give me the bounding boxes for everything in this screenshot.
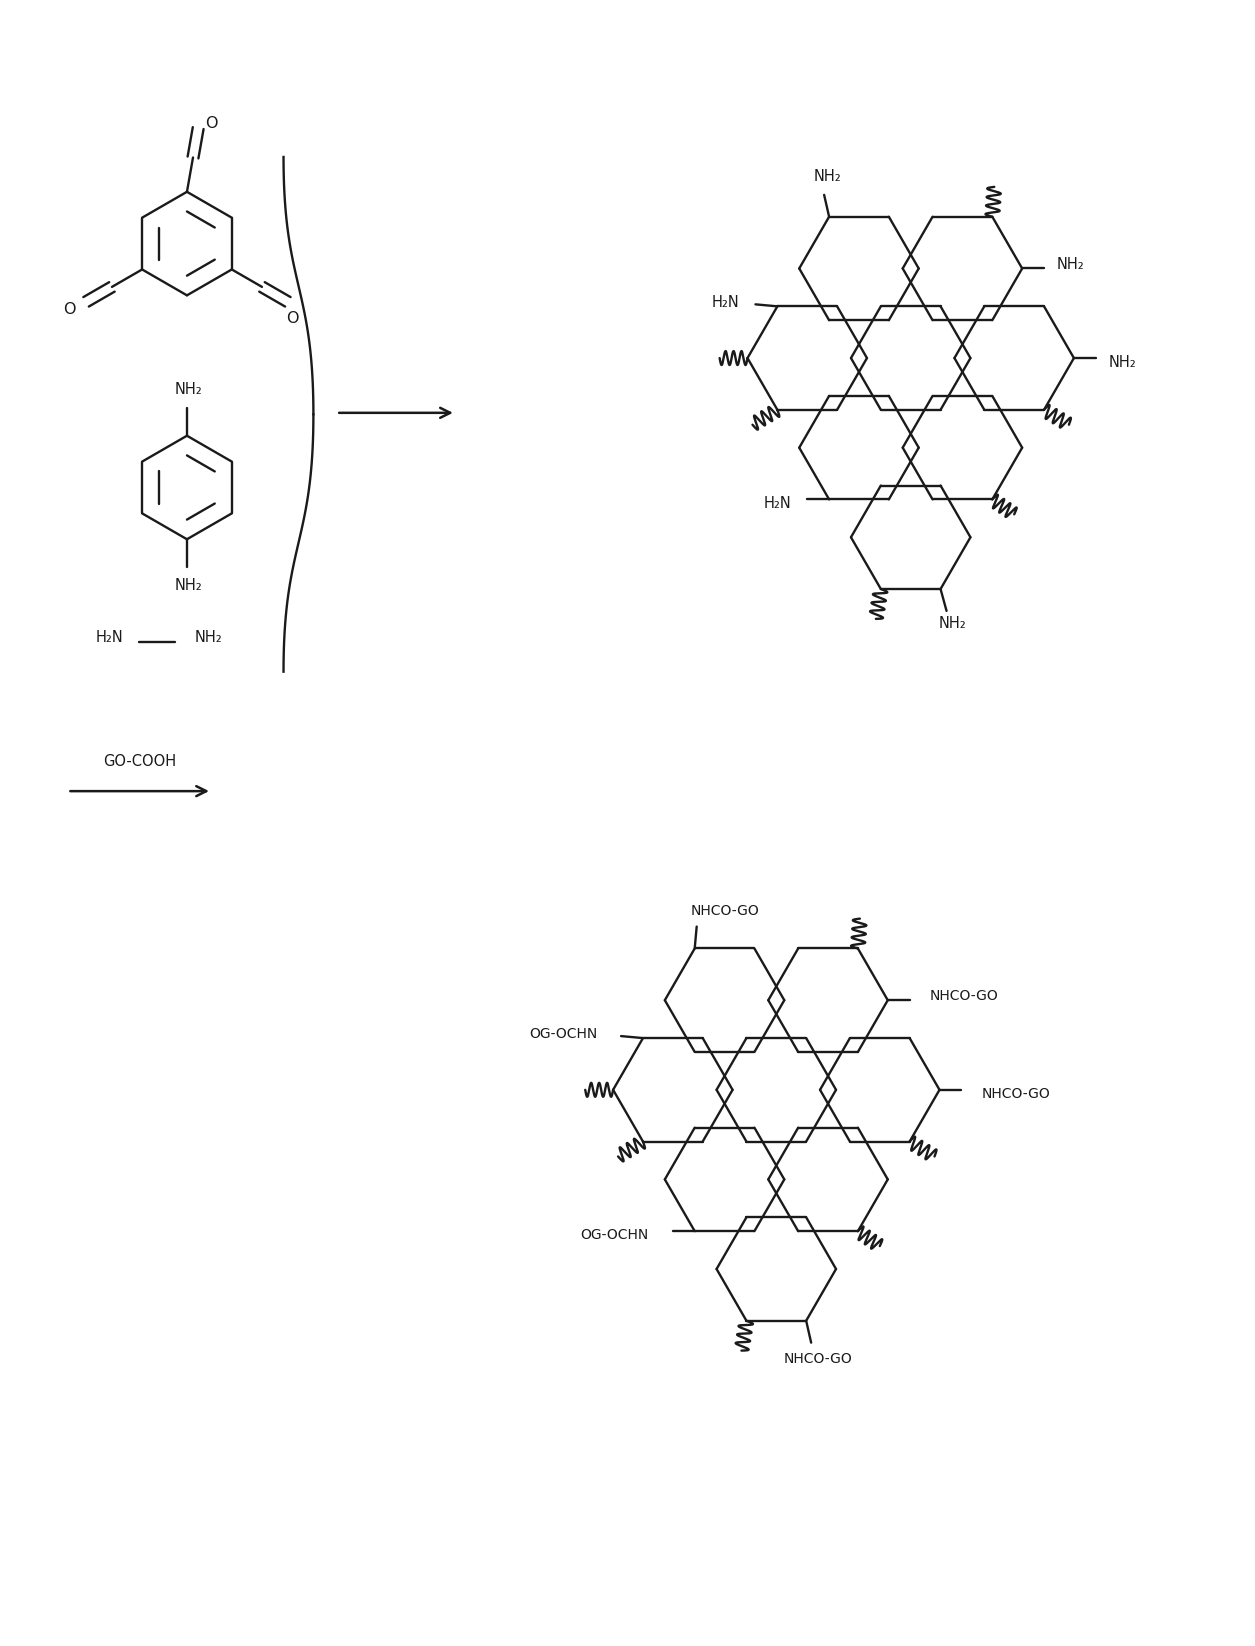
Text: H₂N: H₂N: [95, 630, 123, 645]
Text: NHCO-GO: NHCO-GO: [690, 904, 759, 918]
Text: NHCO-GO: NHCO-GO: [981, 1086, 1050, 1101]
Text: O: O: [205, 115, 217, 130]
Text: NHCO-GO: NHCO-GO: [783, 1351, 852, 1366]
Text: NHCO-GO: NHCO-GO: [930, 989, 998, 1002]
Text: H₂N: H₂N: [712, 295, 739, 309]
Text: NH₂: NH₂: [176, 382, 203, 397]
Text: O: O: [63, 303, 75, 318]
Text: NH₂: NH₂: [813, 170, 841, 184]
Text: NH₂: NH₂: [1108, 354, 1137, 370]
Text: O: O: [286, 311, 299, 326]
Text: NH₂: NH₂: [939, 616, 966, 632]
Text: NH₂: NH₂: [176, 578, 203, 593]
Text: GO-COOH: GO-COOH: [103, 754, 176, 769]
Text: NH₂: NH₂: [1057, 257, 1084, 272]
Text: NH₂: NH₂: [195, 630, 222, 645]
Text: H₂N: H₂N: [763, 495, 791, 510]
Text: OG-OCHN: OG-OCHN: [581, 1228, 649, 1243]
Text: OG-OCHN: OG-OCHN: [528, 1027, 597, 1042]
